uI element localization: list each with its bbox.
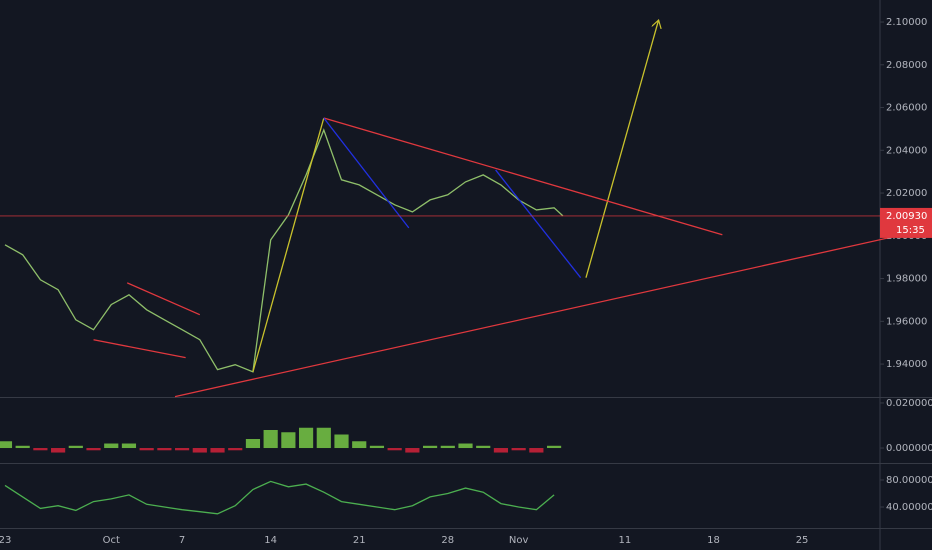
histogram-bar: [245, 439, 261, 449]
price-line: [4, 128, 564, 373]
histogram-bar: [51, 448, 66, 453]
histogram-bar: [175, 448, 190, 451]
x-tick-label: 21: [353, 535, 366, 546]
histogram-bar: [228, 448, 243, 451]
histogram-bar: [0, 441, 13, 449]
histogram-bar: [352, 441, 367, 449]
y-tick-label: 1.94000: [886, 359, 927, 370]
trend-line: [585, 20, 659, 278]
y-tick-label: 1.96000: [886, 316, 927, 327]
last-price-box: [880, 207, 932, 238]
x-tick-label: Oct: [103, 535, 120, 546]
countdown-label: 15:35: [896, 225, 925, 236]
histogram-bar: [86, 448, 101, 451]
x-tick-label: Nov: [509, 535, 529, 546]
x-tick-label: 25: [796, 535, 809, 546]
histogram-bar: [299, 427, 314, 449]
x-tick-label: 11: [619, 535, 632, 546]
histogram-bar: [493, 448, 509, 453]
histogram-bar: [458, 443, 473, 449]
histogram-bar: [139, 448, 154, 451]
histogram-bar: [387, 448, 402, 451]
trend-line: [93, 339, 186, 359]
y-tick-label: 2.10000: [886, 17, 927, 28]
histogram-bar: [405, 448, 420, 453]
x-tick-label: 23: [0, 535, 11, 546]
histogram-bar: [440, 445, 455, 449]
x-tick-label: 28: [441, 535, 454, 546]
y-tick-label: 0.020000: [886, 398, 932, 409]
histogram-bar: [316, 427, 331, 449]
histogram-bar: [369, 445, 385, 449]
x-tick-label: 18: [707, 535, 720, 546]
histogram-bar: [121, 443, 137, 449]
trend-line: [495, 169, 582, 279]
trend-line: [126, 282, 201, 316]
histogram-bar: [263, 430, 278, 449]
histogram-bar: [281, 432, 296, 449]
y-tick-label: 2.04000: [886, 145, 927, 156]
trend-line: [323, 117, 410, 229]
y-tick-label: 0.000000: [886, 443, 932, 454]
histogram-bar: [104, 443, 119, 449]
trend-line: [174, 227, 932, 398]
histogram-bar: [210, 448, 225, 453]
histogram-bar: [192, 448, 207, 453]
price-line: [4, 480, 555, 515]
histogram-bar: [511, 448, 526, 451]
y-tick-label: 2.06000: [886, 103, 927, 114]
trend-line: [252, 117, 325, 372]
histogram-bar: [529, 448, 544, 453]
histogram-bar: [476, 445, 491, 449]
histogram-bar: [33, 448, 48, 451]
histogram-bar: [546, 445, 562, 449]
x-tick-label: 7: [179, 535, 185, 546]
x-tick-label: 14: [264, 535, 277, 546]
histogram-bar: [15, 445, 30, 449]
last-price-label: 2.00930: [886, 211, 927, 222]
histogram-bar: [422, 445, 438, 449]
y-tick-label: 1.98000: [886, 274, 927, 285]
y-tick-label: 80.000000: [886, 475, 932, 486]
y-tick-label: 2.08000: [886, 60, 927, 71]
trend-line: [323, 117, 723, 236]
y-tick-label: 40.000000: [886, 502, 932, 513]
histogram-bar: [334, 434, 349, 449]
y-tick-label: 2.02000: [886, 188, 927, 199]
histogram-bar: [157, 448, 172, 451]
histogram-bar: [68, 445, 83, 449]
